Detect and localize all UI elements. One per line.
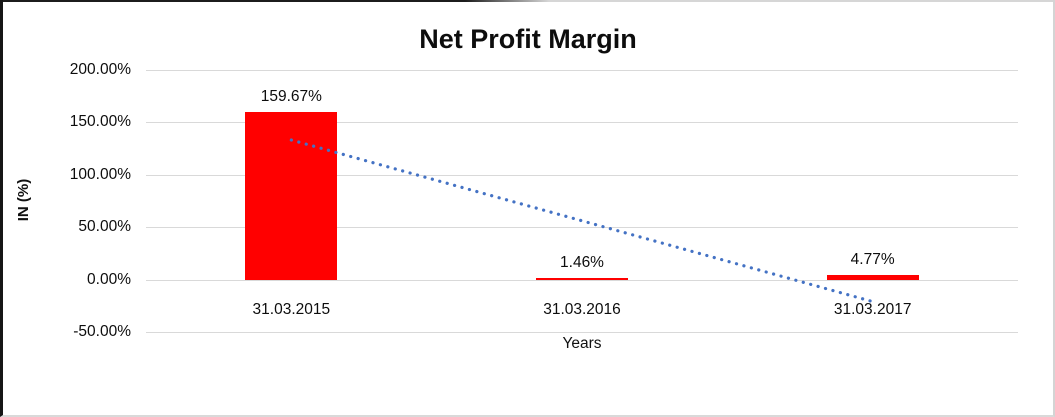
y-axis-tick-label: 150.00% (69, 113, 131, 131)
x-axis-category-label: 31.03.2016 (543, 300, 621, 318)
bar-value-label: 159.67% (260, 88, 322, 106)
bar-value-label: 4.77% (850, 250, 895, 268)
x-axis-category-label: 31.03.2017 (833, 300, 912, 318)
bar (245, 112, 338, 280)
y-axis-tick-label: 0.00% (87, 270, 131, 288)
bar-value-label: 1.46% (560, 253, 604, 271)
y-axis-tick-label: -50.00% (73, 323, 131, 340)
frame-top-border (3, 0, 1053, 2)
y-axis-tick-label: 200.00% (69, 61, 131, 78)
chart-title: Net Profit Margin (419, 24, 637, 54)
gridline (146, 279, 1018, 281)
x-axis-title: Years (562, 335, 602, 352)
x-axis-category-label: 31.03.2015 (252, 300, 331, 318)
y-axis-tick-label: 50.00% (78, 218, 131, 236)
y-axis-tick-label: 100.00% (69, 165, 131, 183)
y-axis-title: IN (%) (15, 178, 32, 222)
gridline (146, 122, 1018, 124)
trendline (289, 138, 875, 304)
bar (536, 277, 628, 280)
gridline (146, 70, 1018, 71)
bar (826, 274, 919, 280)
gridline (146, 332, 1018, 333)
